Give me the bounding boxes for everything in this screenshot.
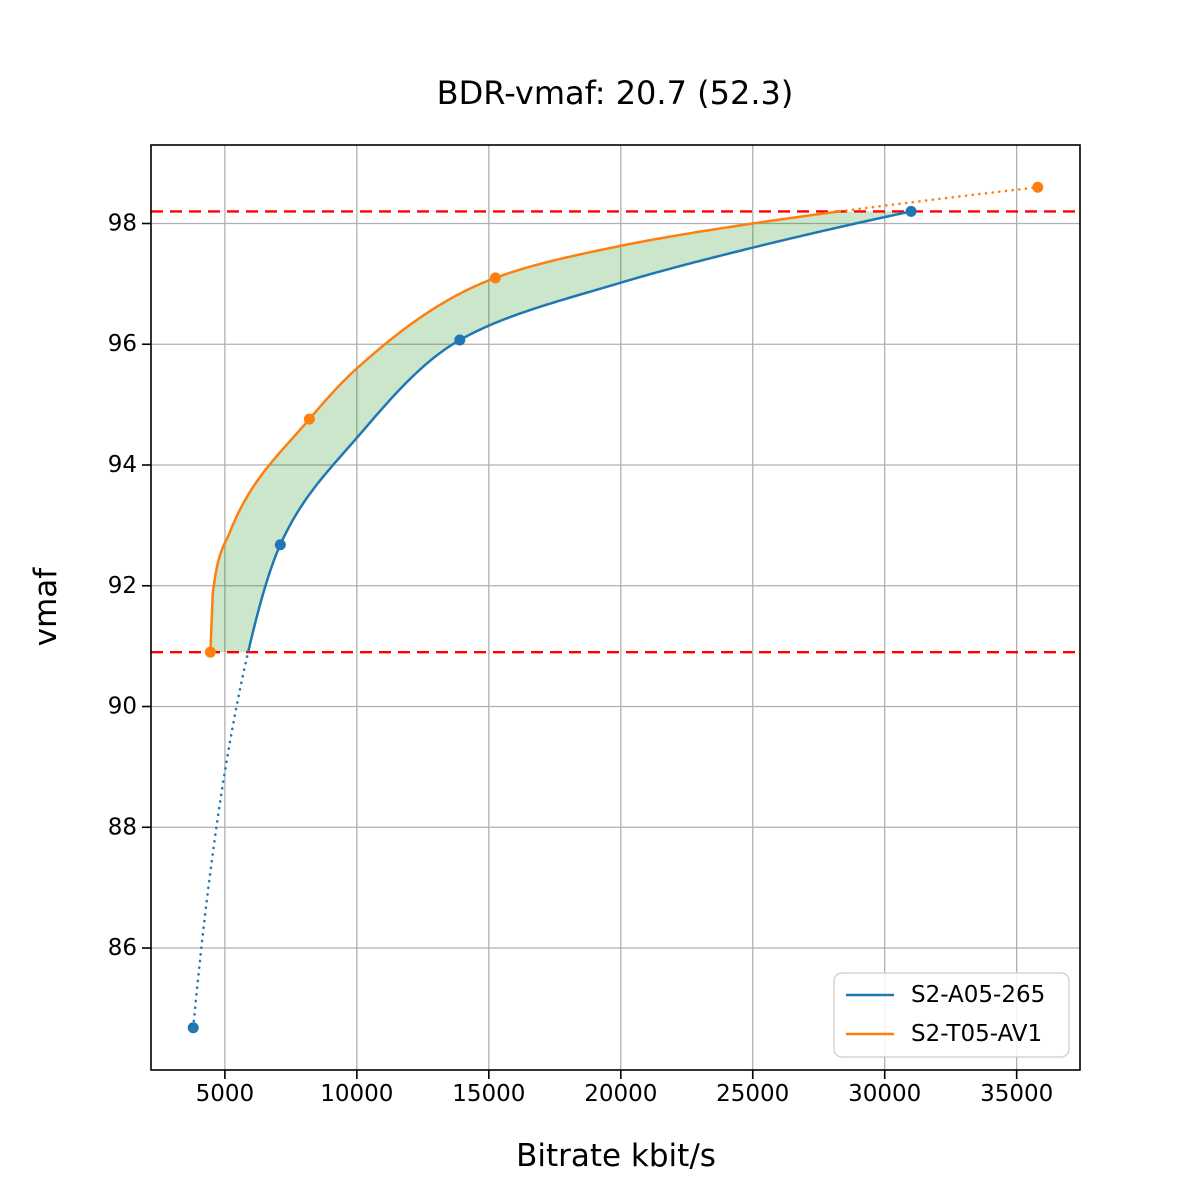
y-tick-label-96: 96 bbox=[108, 331, 137, 357]
x-tick-label-5000: 5000 bbox=[196, 1081, 255, 1107]
y-tick-label-88: 88 bbox=[108, 814, 137, 840]
x-tick-label-25000: 25000 bbox=[716, 1081, 789, 1107]
overlap-hlines-layer bbox=[151, 210, 1080, 654]
legend-label-s2-a05-265: S2-A05-265 bbox=[911, 982, 1045, 1008]
data-point-S2-T05-AV1-4450 bbox=[204, 646, 216, 658]
tick-layer: 5000 10000 15000 20000 25000 30000 35000 86 88 90… bbox=[108, 210, 1054, 1107]
x-tick-label-20000: 20000 bbox=[584, 1081, 657, 1107]
chart-title: BDR-vmaf: 20.7 (52.3) bbox=[437, 74, 794, 112]
x-tick-label-10000: 10000 bbox=[320, 1081, 393, 1107]
x-tick-label-30000: 30000 bbox=[848, 1081, 921, 1107]
marker-layer bbox=[187, 181, 1044, 1034]
x-tick-label-35000: 35000 bbox=[980, 1081, 1053, 1107]
y-tick-label-90: 90 bbox=[108, 694, 137, 720]
curve-dotted-high-S2-T05-AV1 bbox=[838, 185, 1040, 213]
data-point-S2-A05-265-13900 bbox=[454, 334, 466, 346]
data-point-S2-A05-265-7100 bbox=[274, 539, 286, 551]
y-tick-label-94: 94 bbox=[108, 452, 137, 478]
grid-layer bbox=[151, 145, 1080, 1070]
x-tick-label-15000: 15000 bbox=[452, 1081, 525, 1107]
series-layer bbox=[191, 185, 1040, 1030]
data-point-S2-T05-AV1-8200 bbox=[303, 413, 315, 425]
data-point-S2-A05-265-3800 bbox=[187, 1022, 199, 1034]
legend-label-s2-t05-av1: S2-T05-AV1 bbox=[911, 1021, 1042, 1047]
x-axis-label: Bitrate kbit/s bbox=[516, 1138, 716, 1174]
legend: S2-A05-265 S2-T05-AV1 bbox=[833, 972, 1070, 1058]
data-point-S2-A05-265-31000 bbox=[905, 205, 917, 217]
curve-dotted-low-S2-A05-265 bbox=[191, 650, 250, 1030]
y-tick-label-86: 86 bbox=[108, 935, 137, 961]
axes-frame bbox=[150, 144, 1081, 1071]
y-tick-label-98: 98 bbox=[108, 210, 137, 236]
curve-solid-S2-T05-AV1 bbox=[209, 210, 840, 653]
y-tick-label-92: 92 bbox=[108, 573, 137, 599]
y-axis-label: vmaf bbox=[28, 567, 64, 647]
data-point-S2-T05-AV1-15250 bbox=[489, 272, 501, 284]
curve-solid-S2-A05-265 bbox=[246, 210, 912, 653]
data-point-S2-T05-AV1-35800 bbox=[1032, 181, 1044, 193]
